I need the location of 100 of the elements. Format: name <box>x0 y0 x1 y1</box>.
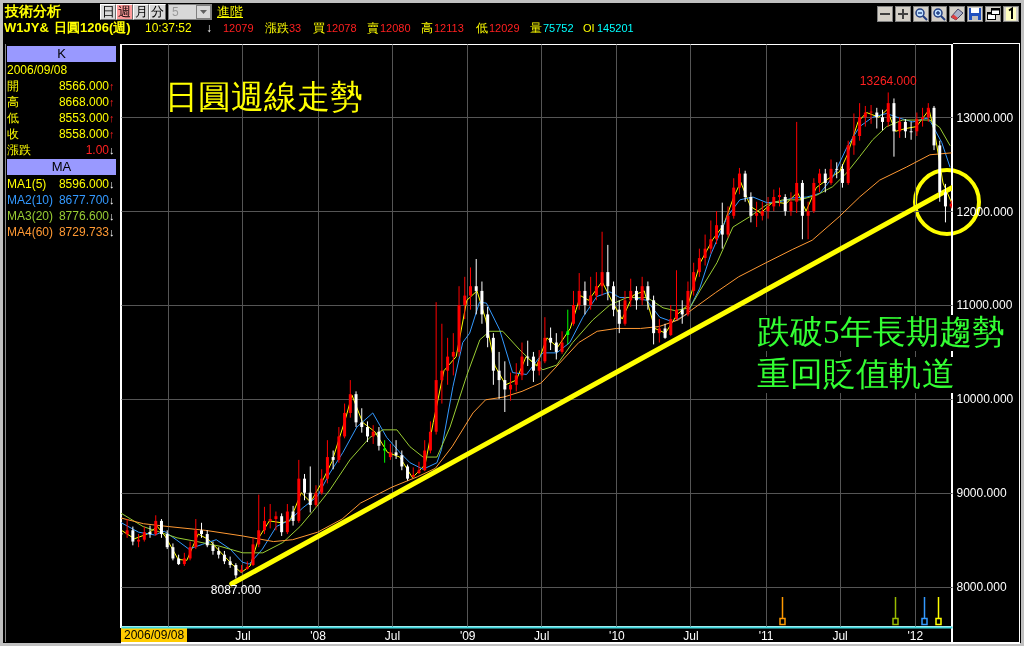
candlestick <box>531 351 535 383</box>
text: ↓ <box>109 193 115 208</box>
text: 8776.600 <box>58 208 109 224</box>
candlestick <box>760 201 764 221</box>
text: 高 <box>7 94 19 110</box>
text: 低 <box>7 110 19 126</box>
candlestick <box>720 202 724 250</box>
x-tick-label: Jul <box>384 628 401 643</box>
candlestick <box>657 318 661 344</box>
candlestick <box>772 189 776 212</box>
candlestick <box>314 484 318 508</box>
x-tick-label: Jul <box>832 628 848 643</box>
candlestick <box>337 426 341 464</box>
candlestick <box>148 525 152 539</box>
text: 145201 <box>597 21 634 36</box>
candlestick <box>125 518 129 539</box>
text: 賣 <box>367 20 379 36</box>
candlestick <box>726 205 730 238</box>
dropdown-field: 5 <box>168 4 212 20</box>
candlestick <box>823 168 827 193</box>
candlestick <box>789 191 793 217</box>
candlestick <box>629 278 633 308</box>
candlestick <box>537 349 541 376</box>
candlestick <box>400 450 404 471</box>
candlestick <box>194 518 198 550</box>
candlestick <box>577 272 581 311</box>
text: 33 <box>289 21 302 36</box>
candlestick <box>463 276 467 320</box>
candlestick <box>486 306 490 348</box>
candlestick <box>692 262 696 297</box>
candlestick <box>291 505 295 527</box>
candlestick <box>348 379 352 419</box>
text: 12079 <box>223 21 254 36</box>
candlestick <box>165 529 169 550</box>
candlestick <box>423 439 427 472</box>
candlestick <box>818 168 822 193</box>
text: 8668.000 <box>58 94 109 110</box>
text: 2006/09/08 <box>121 628 188 642</box>
candlestick <box>211 541 215 556</box>
text: ↑ <box>109 127 115 142</box>
text: MA1(5) <box>7 176 47 192</box>
text: 12113 <box>434 21 464 36</box>
text: 2006/09/08 <box>7 62 68 78</box>
text: ↓ <box>109 225 115 240</box>
candlestick <box>566 309 570 345</box>
candlestick <box>549 327 553 351</box>
candlestick <box>308 465 312 513</box>
candlestick <box>623 290 627 327</box>
text: MA4(60) <box>7 224 54 240</box>
candlestick <box>749 191 753 223</box>
text: 日圓1206(週) <box>54 20 131 36</box>
candlestick <box>383 439 387 464</box>
x-tick-label: Jul <box>683 628 699 643</box>
candlestick <box>915 112 919 137</box>
annotation: 跌破5年長期趨勢 <box>757 314 1005 350</box>
candlestick <box>852 112 856 156</box>
candlestick <box>131 526 135 546</box>
candlestick <box>343 403 347 439</box>
candlestick <box>468 266 472 311</box>
text: 高 <box>421 20 433 36</box>
candlestick <box>560 330 564 355</box>
candlestick <box>543 316 547 364</box>
text: ↑ <box>109 79 115 94</box>
candlestick <box>909 121 913 141</box>
text: ↓ <box>109 177 115 192</box>
candlestick <box>428 420 432 454</box>
candlestick <box>262 506 266 535</box>
candlestick <box>503 360 507 413</box>
annotation: 重回貶值軌道 <box>757 356 955 392</box>
text: W1JY& <box>4 20 49 36</box>
candlestick <box>303 473 307 501</box>
candlestick <box>795 121 799 214</box>
candlestick <box>881 109 885 131</box>
text: 開 <box>7 78 19 94</box>
button: 日 <box>100 4 116 20</box>
candlestick <box>869 104 873 125</box>
candlestick <box>829 158 833 186</box>
candlestick <box>365 420 369 443</box>
x-tick-label: '11 <box>758 628 774 643</box>
text: 漲跌 <box>7 142 31 158</box>
text: 8558.000 <box>58 126 109 142</box>
text: MA <box>51 159 72 174</box>
text: 收 <box>7 126 19 142</box>
annotation: 13264.000 <box>859 74 917 89</box>
candlestick <box>606 244 610 301</box>
text: 8729.733 <box>58 224 109 240</box>
text: 12078 <box>326 21 357 36</box>
y-tick-label: 10000.000 <box>956 392 1014 407</box>
button: 分 <box>149 4 166 20</box>
candlestick <box>583 281 587 315</box>
candlestick <box>268 503 272 529</box>
candlestick <box>669 304 673 337</box>
text: 量 <box>530 20 542 36</box>
x-tick-label: Jul <box>235 628 251 643</box>
candlestick <box>640 276 644 306</box>
candlestick <box>675 269 678 321</box>
text: 12029 <box>489 21 520 36</box>
y-tick-label: 8000.000 <box>956 580 1007 595</box>
y-tick-label: 9000.000 <box>956 486 1007 501</box>
candlestick <box>257 494 261 548</box>
